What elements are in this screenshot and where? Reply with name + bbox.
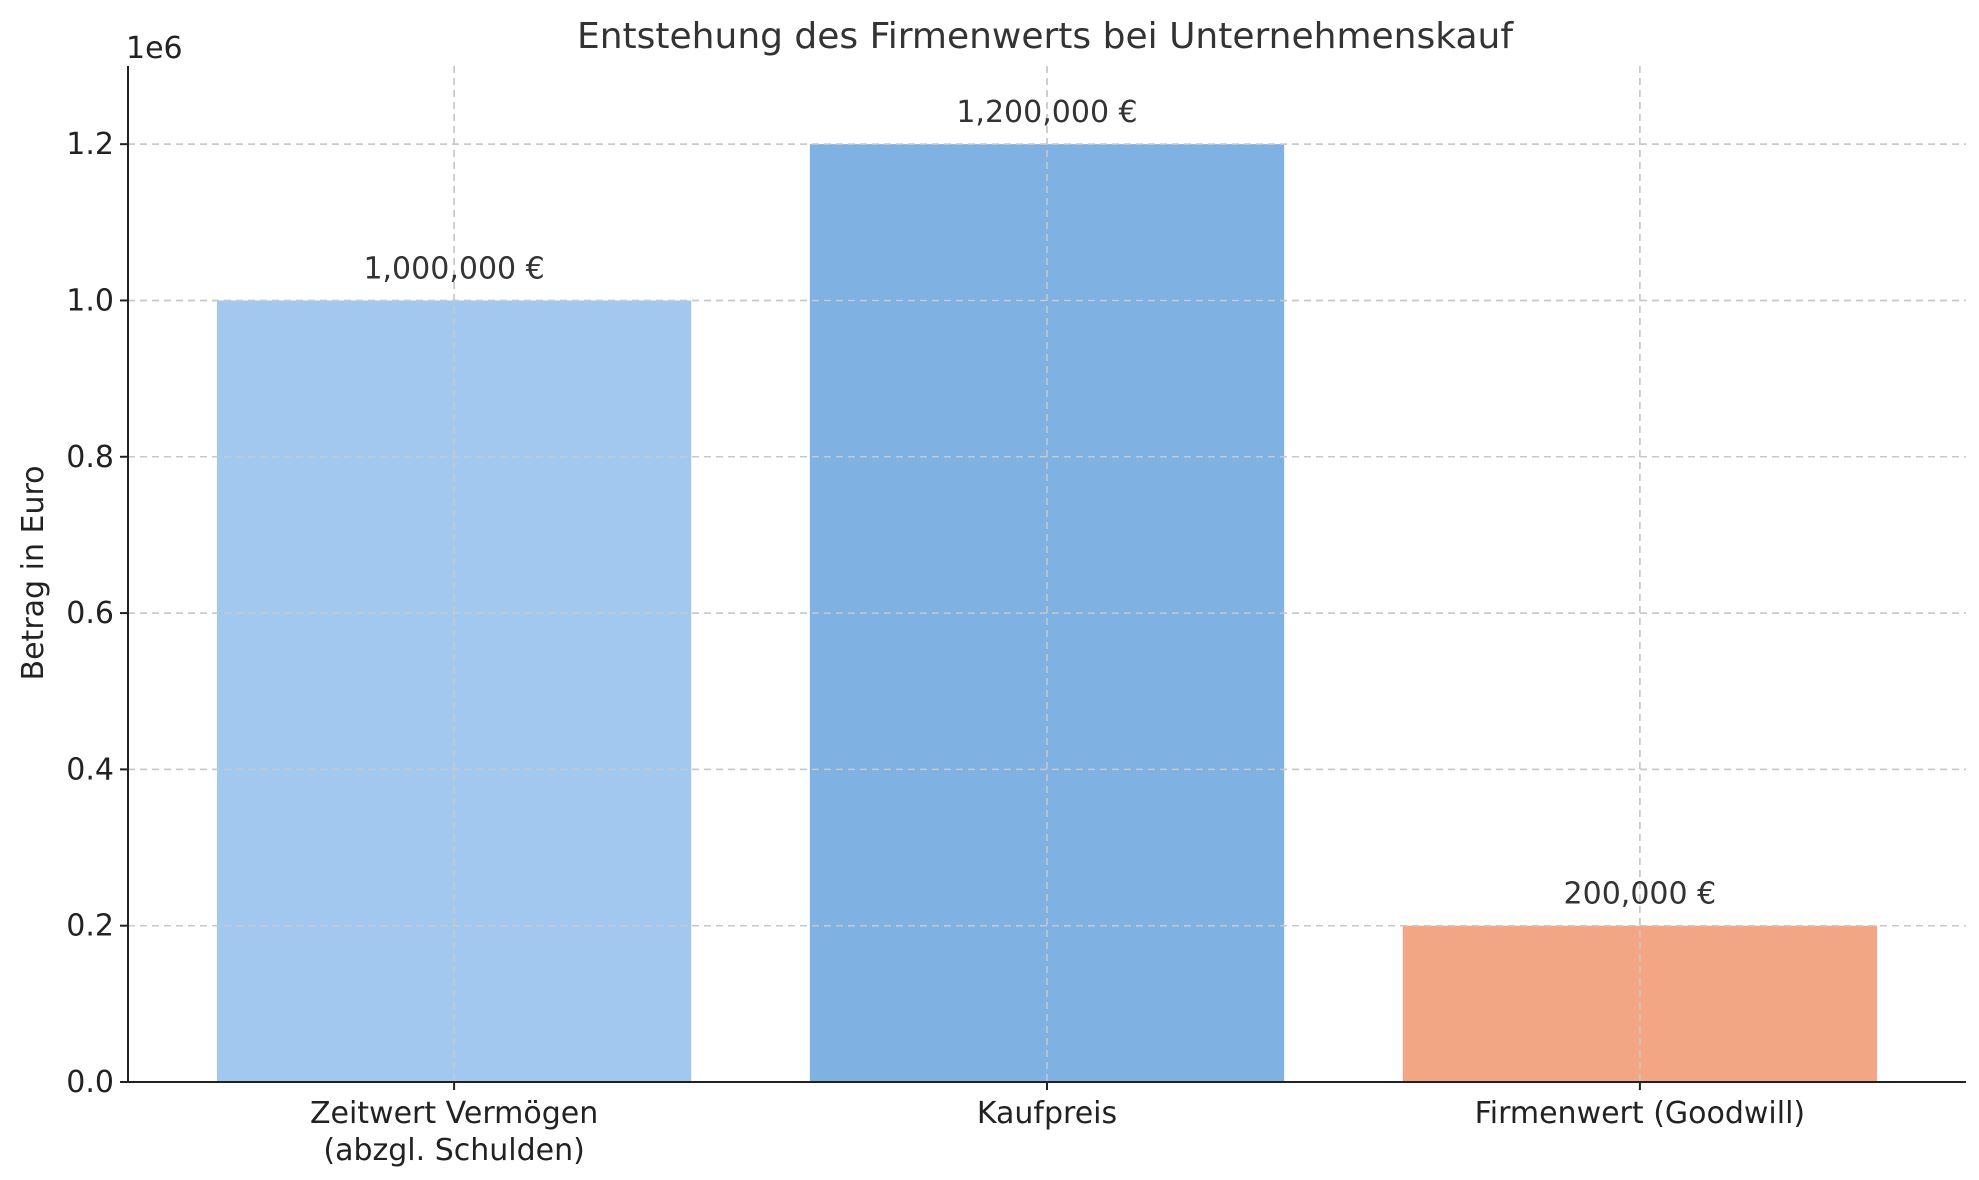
bar-layer [128,66,1966,1083]
bar-value-label: 1,200,000 € [956,95,1137,130]
bar-value-label: 200,000 € [1564,877,1717,912]
y-tick-label: 1.0 [66,283,114,318]
y-tick-label: 0.8 [66,440,114,475]
y-axis-label: Betrag in Euro [16,466,51,681]
bar-value-label: 1,000,000 € [363,251,544,286]
y-tick-label: 0.0 [66,1065,114,1100]
axis-layer [120,66,1966,1090]
y-tick-label: 0.4 [66,752,114,787]
grid-overlay [128,66,1966,1083]
text-layer: Entstehung des Firmenwerts bei Unternehm… [16,16,1805,1168]
y-tick-label: 0.2 [66,909,114,944]
y-axis-offset-text: 1e6 [126,31,183,66]
x-tick-label: (abzgl. Schulden) [323,1133,584,1168]
x-tick-label: Firmenwert (Goodwill) [1475,1096,1805,1131]
y-tick-label: 0.6 [66,596,114,631]
x-tick-label: Zeitwert Vermögen [310,1096,598,1131]
y-tick-label: 1.2 [66,127,114,162]
chart-title: Entstehung des Firmenwerts bei Unternehm… [577,16,1514,57]
x-tick-label: Kaufpreis [977,1096,1117,1131]
